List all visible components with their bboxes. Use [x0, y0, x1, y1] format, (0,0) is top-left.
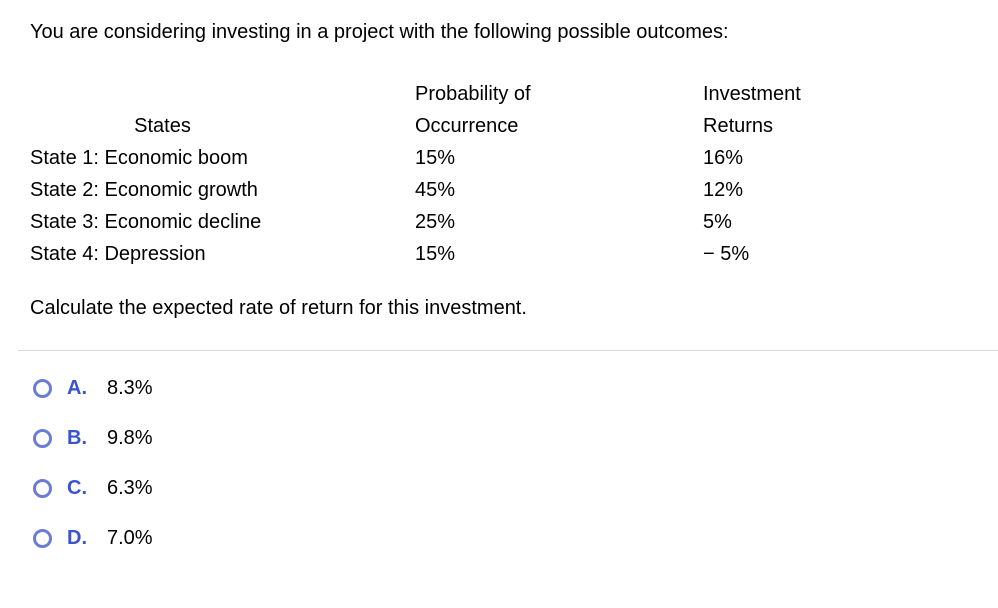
returns-header-line2: Returns: [703, 115, 774, 137]
question-page: You are considering investing in a proje…: [0, 20, 998, 563]
states-header: States: [134, 115, 191, 137]
probability-header-line2: Occurrence: [415, 115, 519, 137]
probability-value: 25%: [415, 211, 456, 233]
radio-button-d[interactable]: [33, 528, 52, 548]
probability-value: 15%: [415, 147, 456, 169]
return-value: 12%: [703, 179, 744, 201]
answer-option-d[interactable]: D. 7.0%: [33, 513, 998, 563]
radio-button-b[interactable]: [33, 428, 52, 448]
option-value: 8.3%: [107, 376, 153, 399]
state-label: State 2: Economic growth: [30, 179, 258, 201]
option-letter: C.: [67, 476, 87, 499]
answer-option-a[interactable]: A. 8.3%: [33, 363, 998, 413]
answer-option-c[interactable]: C. 6.3%: [33, 463, 998, 513]
return-value: 16%: [703, 147, 744, 169]
state-label: State 3: Economic decline: [30, 211, 262, 233]
option-value: 6.3%: [107, 476, 153, 499]
option-value: 7.0%: [107, 526, 153, 549]
outcomes-table: Probability of Investment States Occurre…: [30, 78, 998, 270]
probability-value: 15%: [415, 243, 456, 265]
radio-button-a[interactable]: [33, 378, 52, 398]
option-value: 9.8%: [107, 426, 153, 449]
question-prompt: Calculate the expected rate of return fo…: [30, 297, 527, 319]
radio-button-c[interactable]: [33, 478, 52, 498]
option-letter: A.: [67, 376, 87, 399]
return-value: 5%: [703, 211, 732, 233]
divider: [18, 350, 998, 351]
option-letter: B.: [67, 426, 87, 449]
answer-option-b[interactable]: B. 9.8%: [33, 413, 998, 463]
return-value: − 5%: [703, 243, 750, 265]
states-header-spacer: [30, 78, 415, 110]
answer-options: A. 8.3% B. 9.8% C. 6.3% D. 7.0%: [33, 363, 998, 563]
probability-header-line1: Probability of: [415, 83, 531, 105]
state-label: State 1: Economic boom: [30, 147, 248, 169]
question-intro: You are considering investing in a proje…: [30, 21, 729, 43]
probability-value: 45%: [415, 179, 456, 201]
option-letter: D.: [67, 526, 87, 549]
state-label: State 4: Depression: [30, 243, 206, 265]
returns-header-line1: Investment: [703, 83, 801, 105]
